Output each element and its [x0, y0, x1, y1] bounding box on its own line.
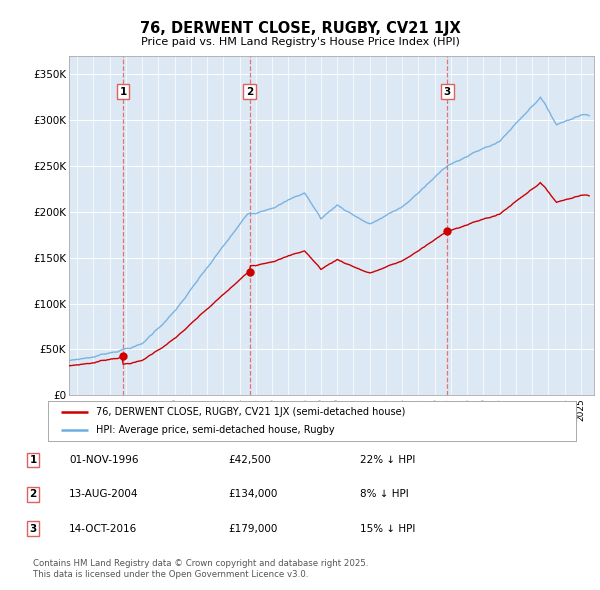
Text: 1: 1 — [29, 455, 37, 465]
Text: Contains HM Land Registry data © Crown copyright and database right 2025.
This d: Contains HM Land Registry data © Crown c… — [33, 559, 368, 579]
Text: 14-OCT-2016: 14-OCT-2016 — [69, 524, 137, 533]
Text: 1: 1 — [119, 87, 127, 97]
Text: £179,000: £179,000 — [228, 524, 277, 533]
Text: 3: 3 — [444, 87, 451, 97]
Text: 13-AUG-2004: 13-AUG-2004 — [69, 490, 139, 499]
Text: 76, DERWENT CLOSE, RUGBY, CV21 1JX: 76, DERWENT CLOSE, RUGBY, CV21 1JX — [140, 21, 460, 35]
Text: Price paid vs. HM Land Registry's House Price Index (HPI): Price paid vs. HM Land Registry's House … — [140, 37, 460, 47]
Text: £134,000: £134,000 — [228, 490, 277, 499]
Text: 76, DERWENT CLOSE, RUGBY, CV21 1JX (semi-detached house): 76, DERWENT CLOSE, RUGBY, CV21 1JX (semi… — [95, 407, 405, 417]
Text: HPI: Average price, semi-detached house, Rugby: HPI: Average price, semi-detached house,… — [95, 425, 334, 435]
Text: 22% ↓ HPI: 22% ↓ HPI — [360, 455, 415, 465]
Text: 2: 2 — [29, 490, 37, 499]
Text: 2: 2 — [246, 87, 253, 97]
Text: 8% ↓ HPI: 8% ↓ HPI — [360, 490, 409, 499]
Text: £42,500: £42,500 — [228, 455, 271, 465]
Text: 15% ↓ HPI: 15% ↓ HPI — [360, 524, 415, 533]
Text: 3: 3 — [29, 524, 37, 533]
Text: 01-NOV-1996: 01-NOV-1996 — [69, 455, 139, 465]
